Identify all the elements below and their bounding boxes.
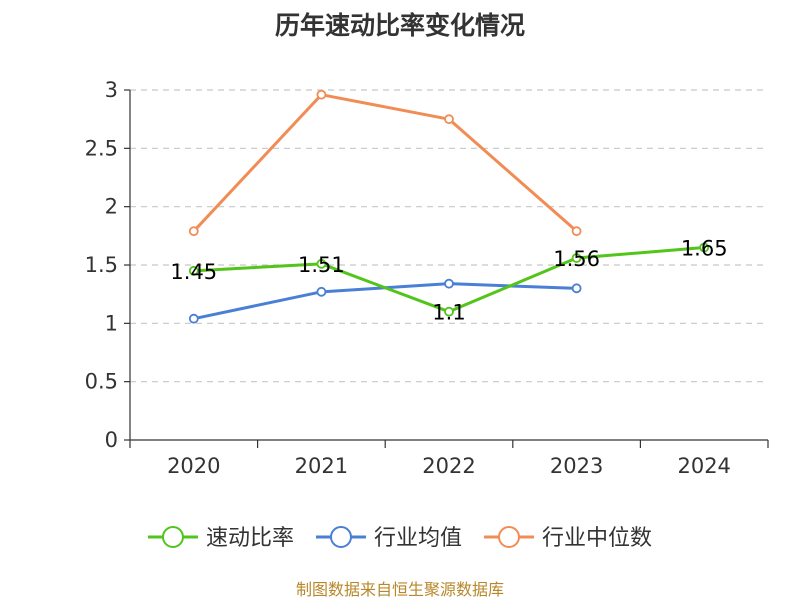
data-point bbox=[699, 242, 710, 253]
series-line bbox=[192, 93, 578, 233]
data-point bbox=[316, 89, 327, 100]
y-tick-label: 1 bbox=[105, 311, 118, 335]
x-tick-label: 2024 bbox=[677, 454, 730, 478]
data-point bbox=[188, 226, 199, 237]
legend-marker bbox=[161, 526, 184, 548]
data-point bbox=[316, 286, 327, 297]
data-point bbox=[188, 265, 199, 276]
x-tick-label: 2020 bbox=[167, 454, 220, 478]
data-point bbox=[188, 313, 199, 324]
legend-label: 速动比率 bbox=[206, 526, 294, 551]
x-tick-label: 2021 bbox=[295, 454, 348, 478]
chart-title: 历年速动比率变化情况 bbox=[274, 11, 525, 40]
legend-label: 行业均值 bbox=[374, 526, 462, 551]
source-note: 制图数据来自恒生聚源数据库 bbox=[295, 580, 504, 599]
data-point bbox=[571, 226, 582, 237]
data-label: 1.45 bbox=[170, 260, 217, 284]
legend[interactable]: 速动比率 行业均值 行业中位数 bbox=[147, 526, 652, 551]
data-point bbox=[571, 283, 582, 294]
data-label: 1.1 bbox=[432, 301, 465, 325]
axes: 0 0.5 1 1.5 2 2.5 3 2020 2021 2022 2023 2024 bbox=[85, 78, 769, 478]
data-point bbox=[444, 306, 454, 317]
legend-item[interactable]: 行业均值 bbox=[315, 526, 462, 551]
data-label: 1.56 bbox=[553, 247, 600, 271]
series-lines bbox=[188, 89, 710, 324]
y-tick-label: 1.5 bbox=[85, 253, 118, 277]
data-labels: 1.45 1.51 1.1 1.56 1.65 bbox=[170, 237, 727, 325]
legend-marker bbox=[329, 526, 352, 548]
grid-lines bbox=[130, 89, 768, 383]
x-tick-label: 2023 bbox=[550, 454, 603, 478]
legend-marker bbox=[498, 526, 521, 548]
y-tick-label: 0.5 bbox=[85, 370, 118, 394]
data-point bbox=[316, 258, 327, 269]
data-point bbox=[571, 253, 582, 263]
data-point bbox=[444, 114, 454, 125]
y-tick-label: 3 bbox=[105, 78, 118, 102]
legend-label: 行业中位数 bbox=[542, 526, 652, 551]
data-label: 1.51 bbox=[298, 253, 345, 277]
legend-item[interactable]: 行业中位数 bbox=[484, 526, 652, 551]
legend-item[interactable]: 速动比率 bbox=[147, 526, 294, 551]
data-label: 1.65 bbox=[681, 237, 728, 261]
y-tick-label: 2.5 bbox=[85, 136, 118, 160]
x-tick-label: 2022 bbox=[422, 454, 475, 478]
y-tick-label: 0 bbox=[105, 428, 118, 452]
data-point bbox=[444, 278, 454, 289]
y-tick-label: 2 bbox=[105, 195, 118, 219]
